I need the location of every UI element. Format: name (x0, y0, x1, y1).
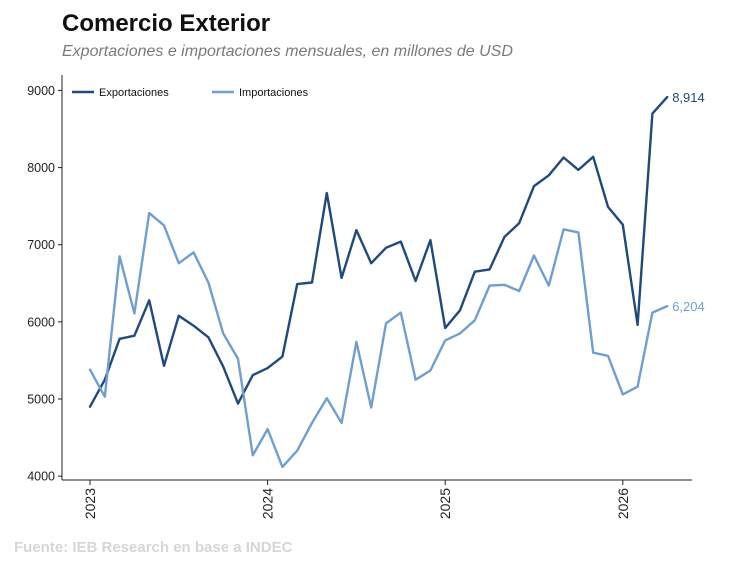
chart-subtitle: Exportaciones e importaciones mensuales,… (62, 43, 513, 60)
y-tick-label: 7000 (27, 238, 55, 252)
end-label-exportaciones: 8,914 (672, 90, 705, 105)
axes (61, 75, 692, 481)
x-tick-label: 2023 (82, 488, 98, 519)
y-tick-label: 6000 (27, 315, 55, 329)
y-tick-label: 9000 (27, 84, 55, 98)
y-tick-label: 8000 (27, 161, 55, 175)
x-tick-label: 2026 (615, 488, 631, 519)
y-tick-label: 5000 (27, 393, 55, 407)
x-axis-ticks: 2023 2024 2025 2026 (82, 480, 631, 519)
x-tick-label: 2024 (260, 488, 276, 519)
series-line-importaciones (88, 211, 669, 469)
legend-label-importaciones: Importaciones (239, 87, 309, 99)
end-labels: 8,914 6,204 (672, 90, 705, 314)
x-tick-label: 2025 (437, 488, 453, 519)
series-line-exportaciones (88, 95, 669, 408)
chart-title: Comercio Exterior (62, 10, 271, 37)
y-axis-ticks: 4000 5000 6000 7000 8000 9000 (27, 84, 62, 484)
legend-label-exportaciones: Exportaciones (99, 87, 169, 99)
series-lines (88, 95, 669, 469)
y-tick-label: 4000 (27, 470, 55, 484)
legend: Exportaciones Importaciones (72, 87, 309, 99)
end-label-importaciones: 6,204 (672, 299, 705, 314)
source-note: Fuente: IEB Research en base a INDEC (14, 539, 293, 556)
